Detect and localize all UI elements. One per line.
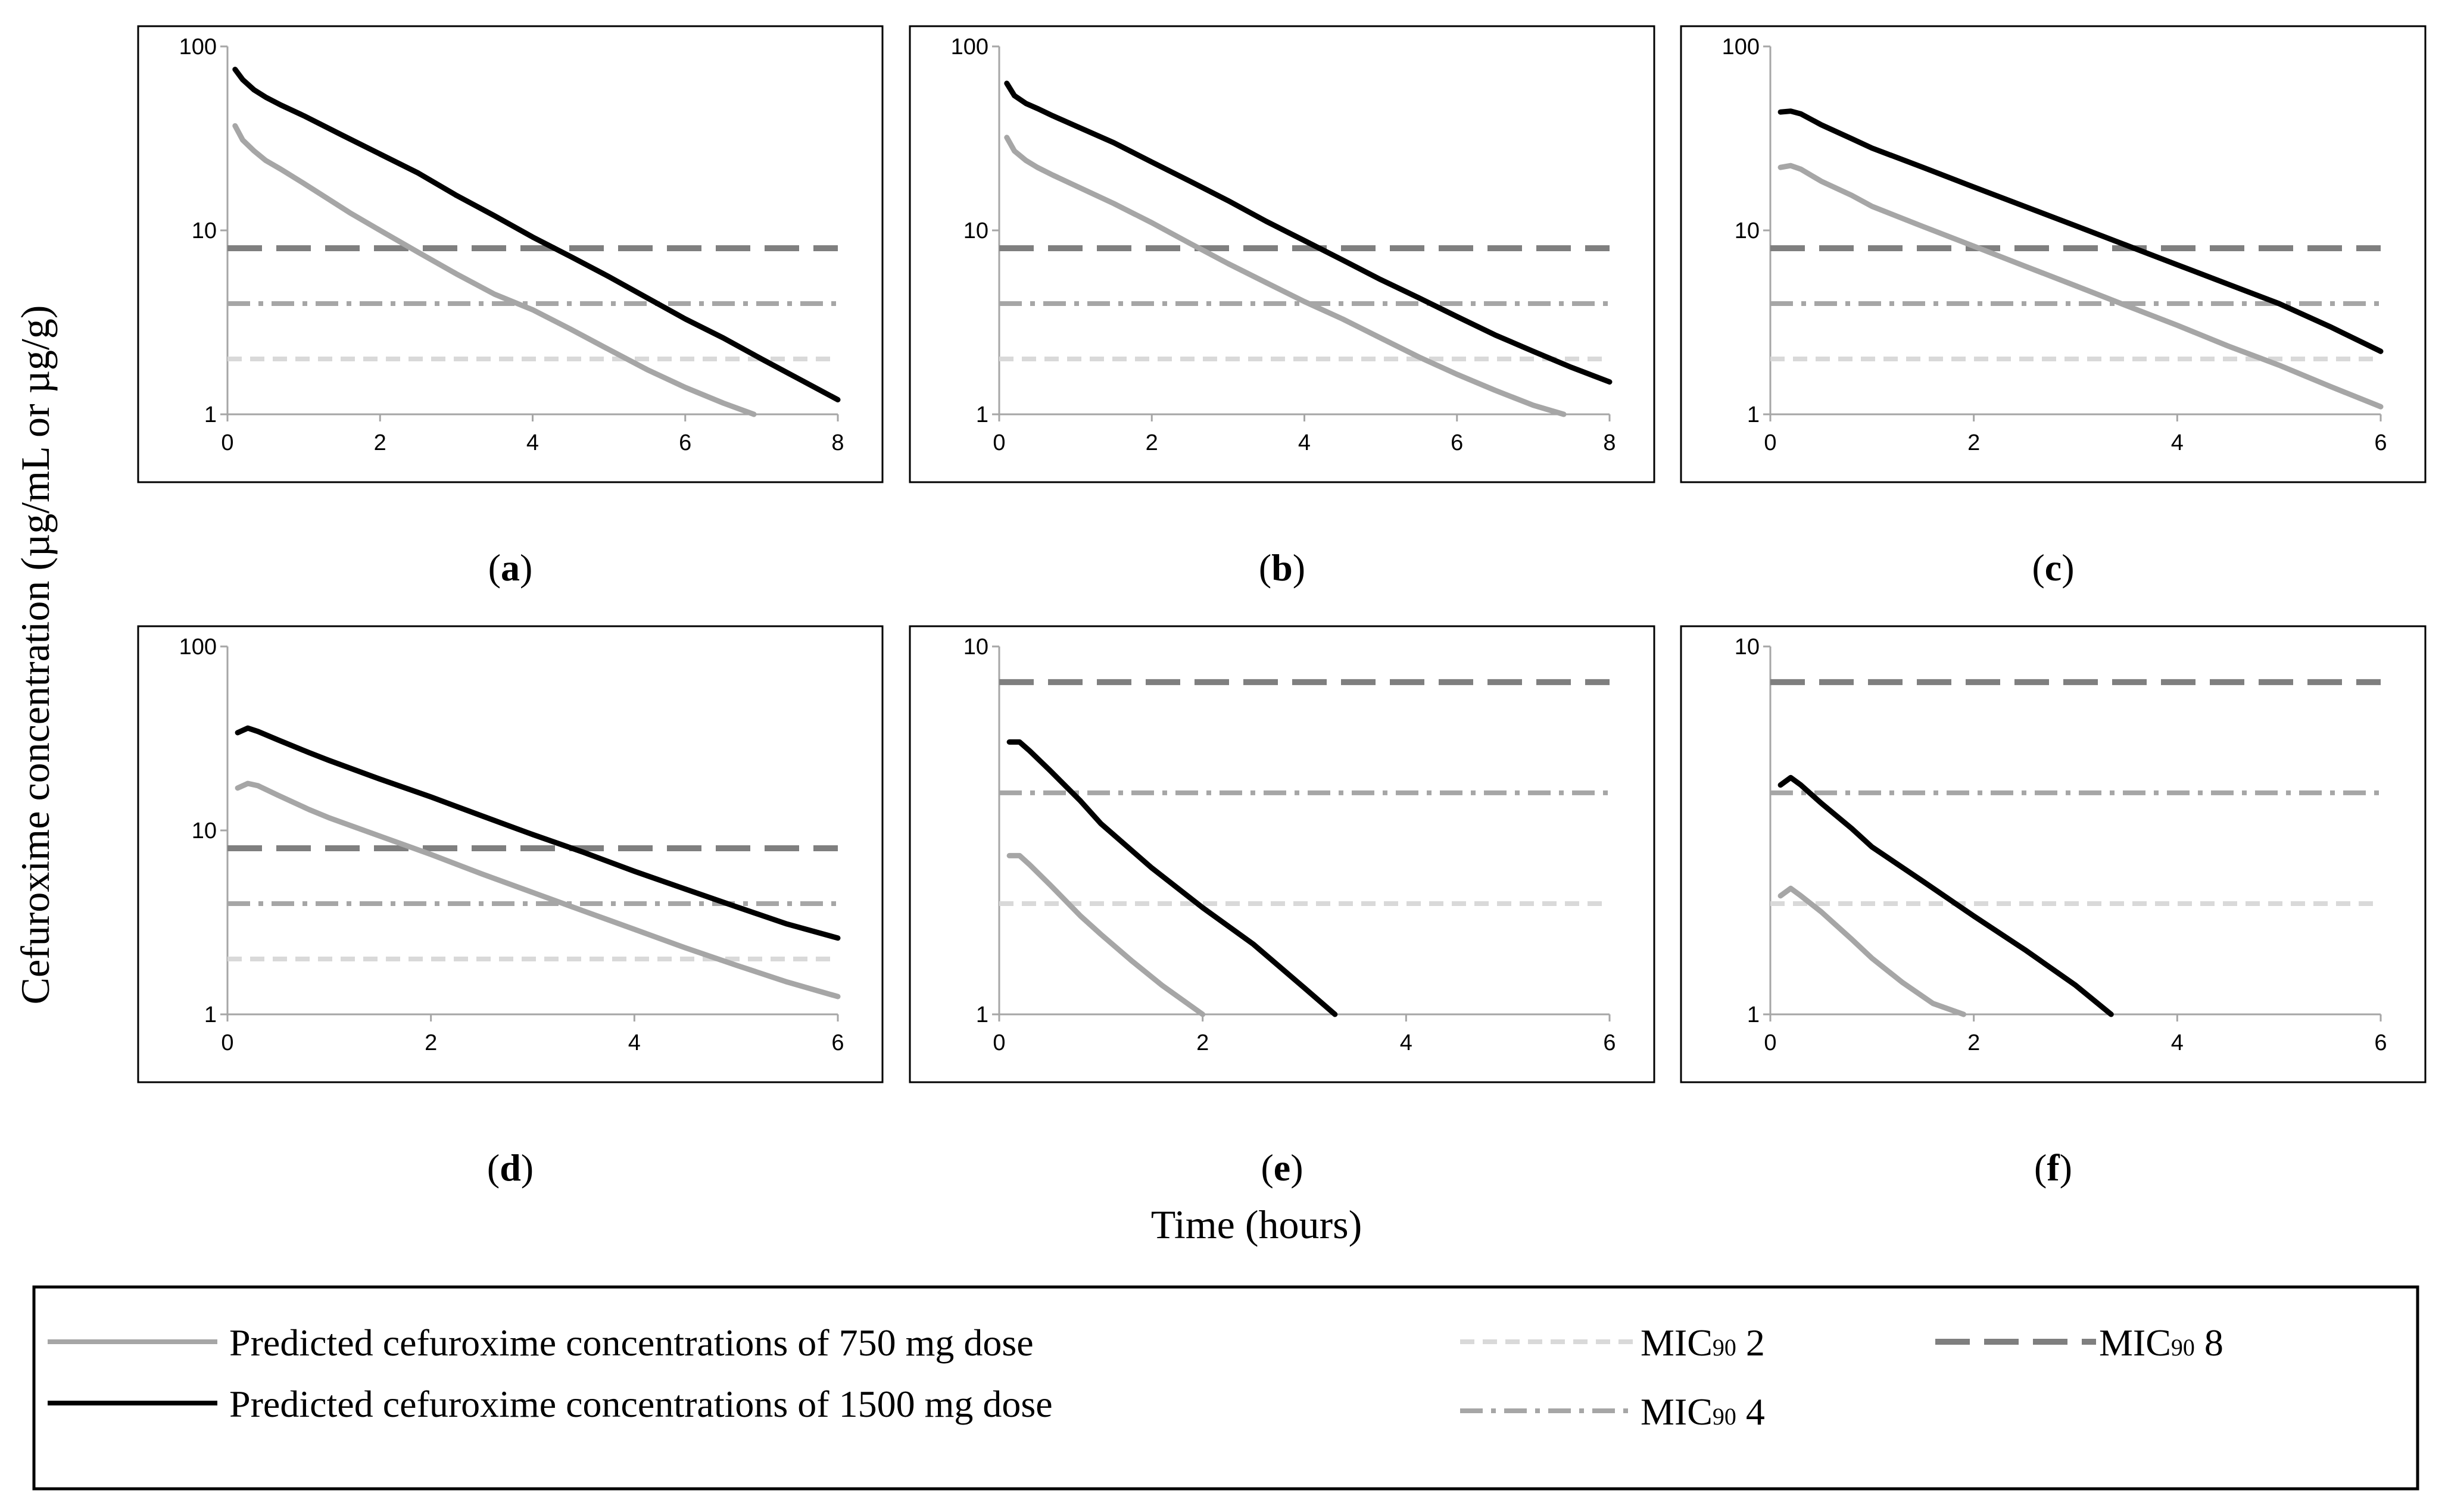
y-tick-label: 100: [179, 35, 217, 60]
chart-panel-d: 1 10 100 0 2 4 6 (d): [137, 625, 884, 1189]
legend: Predicted cefuroxime concentrations of 7…: [32, 1285, 2419, 1491]
x-tick-label: 2: [374, 430, 386, 455]
y-tick-label: 100: [179, 635, 217, 660]
panel-frame: [137, 25, 884, 483]
panel-caption: (c): [2032, 546, 2074, 589]
y-tick-label: 10: [192, 819, 217, 844]
x-tick-label: 4: [628, 1030, 641, 1055]
y-tick-label: 1: [1747, 402, 1760, 427]
series-line-1500mg: [1006, 739, 1338, 1017]
x-tick-label: 6: [2374, 1030, 2387, 1055]
y-tick-label: 100: [951, 35, 988, 60]
x-tick-label: 8: [1603, 430, 1616, 455]
y-tick-label: 1: [204, 1002, 217, 1027]
panel-caption: (f): [2034, 1147, 2072, 1189]
series-line-750mg: [235, 780, 841, 999]
y-axis-label: Cefuroxime concentration (µg/mL or µg/g): [13, 305, 58, 1005]
panel-frame: [1680, 25, 2427, 483]
x-tick-label: 4: [526, 430, 539, 455]
chart-panel-b: 1 10 100 0 2 4 6 8 (b): [909, 25, 1655, 589]
chart-panel-e: 1 10 0 2 4 6 (e): [909, 625, 1655, 1189]
legend-label-mic4: MIC90 4: [1641, 1391, 1765, 1433]
x-tick-label: 0: [1764, 1030, 1776, 1055]
series-line-750mg: [232, 123, 757, 417]
x-tick-label: 6: [1603, 1030, 1616, 1055]
legend-label-dose750: Predicted cefuroxime concentrations of 7…: [229, 1322, 1034, 1364]
y-tick-label: 1: [976, 1002, 988, 1027]
panel-caption: (b): [1259, 546, 1305, 589]
x-tick-label: 0: [1764, 430, 1776, 455]
series-line-750mg: [1004, 135, 1567, 417]
chart-panel-c: 1 10 100 0 2 4 6 (c): [1680, 25, 2427, 589]
series-line-1500mg: [235, 725, 841, 941]
panel-frame: [1680, 625, 2427, 1083]
y-tick-label: 1: [1747, 1002, 1760, 1027]
x-tick-label: 6: [831, 1030, 844, 1055]
series-line-1500mg: [1777, 774, 2114, 1017]
panel-frame: [909, 625, 1655, 1083]
y-tick-label: 10: [192, 218, 217, 243]
x-tick-label: 6: [1451, 430, 1463, 455]
legend-label-mic2: MIC90 2: [1641, 1322, 1765, 1364]
panel-frame: [137, 625, 884, 1083]
x-tick-label: 2: [1967, 1030, 1980, 1055]
x-axis-label: Time (hours): [1151, 1202, 1362, 1247]
y-tick-label: 10: [963, 218, 988, 243]
x-tick-label: 2: [425, 1030, 437, 1055]
x-tick-label: 0: [221, 430, 233, 455]
series-line-1500mg: [1004, 80, 1613, 385]
panel-caption: (e): [1261, 1147, 1303, 1189]
x-tick-label: 2: [1196, 1030, 1209, 1055]
x-tick-label: 4: [2171, 1030, 2184, 1055]
panel-caption: (d): [487, 1147, 534, 1189]
x-tick-label: 2: [1967, 430, 1980, 455]
x-tick-label: 0: [221, 1030, 233, 1055]
x-tick-label: 4: [1298, 430, 1311, 455]
series-line-750mg: [1777, 885, 1967, 1017]
x-tick-label: 0: [993, 1030, 1005, 1055]
y-tick-label: 100: [1722, 35, 1760, 60]
x-tick-label: 8: [831, 430, 844, 455]
series-line-750mg: [1006, 852, 1206, 1017]
x-tick-label: 4: [2171, 430, 2184, 455]
series-line-750mg: [1777, 163, 2384, 410]
y-tick-label: 1: [204, 402, 217, 427]
chart-panel-f: 1 10 0 2 4 6 (f): [1680, 625, 2427, 1189]
x-tick-label: 2: [1146, 430, 1158, 455]
series-line-1500mg: [232, 67, 841, 402]
legend-label-mic8: MIC90 8: [2099, 1322, 2223, 1364]
panel-caption: (a): [488, 546, 533, 589]
series-line-1500mg: [1777, 108, 2384, 354]
legend-box: [32, 1285, 2419, 1491]
x-tick-label: 6: [679, 430, 691, 455]
legend-label-dose1500: Predicted cefuroxime concentrations of 1…: [229, 1383, 1053, 1425]
x-tick-label: 0: [993, 430, 1005, 455]
y-tick-label: 10: [963, 635, 988, 660]
chart-panel-a: 1 10 100 0 2 4 6 8 (a): [137, 25, 884, 589]
y-tick-label: 1: [976, 402, 988, 427]
y-tick-label: 10: [1735, 218, 1760, 243]
x-tick-label: 4: [1400, 1030, 1412, 1055]
y-tick-label: 10: [1735, 635, 1760, 660]
x-tick-label: 6: [2374, 430, 2387, 455]
